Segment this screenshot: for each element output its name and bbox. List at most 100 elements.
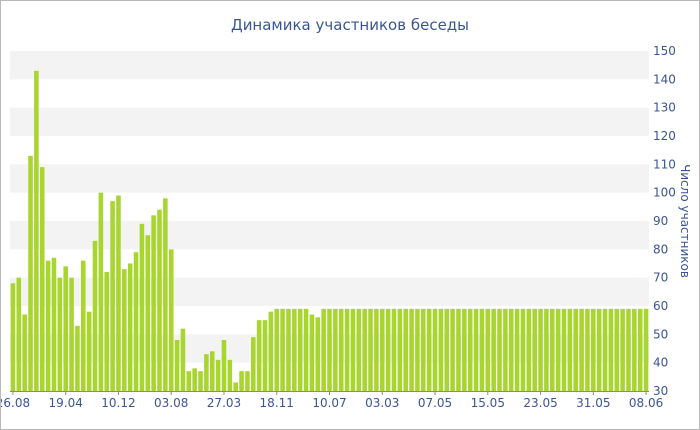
bar: [116, 195, 121, 391]
bar: [251, 337, 256, 391]
bar: [233, 382, 238, 391]
bar: [409, 308, 414, 391]
bar: [280, 308, 285, 391]
y-axis-label: Число участников: [678, 164, 692, 278]
x-tick-label: 03.03: [365, 396, 399, 410]
bar: [227, 359, 233, 391]
bar: [508, 308, 514, 391]
bar: [309, 314, 315, 391]
bar: [385, 308, 391, 391]
bar: [602, 308, 608, 391]
bar: [327, 308, 332, 391]
y-tick-label: 130: [653, 101, 676, 115]
y-tick-label: 50: [653, 327, 668, 341]
bar: [286, 308, 291, 391]
y-tick-label: 30: [653, 384, 668, 398]
x-tick-label: 26.08: [1, 396, 30, 410]
bar: [585, 308, 590, 391]
bar: [579, 308, 584, 391]
bar: [591, 308, 596, 391]
bar: [168, 249, 174, 391]
bar: [157, 209, 162, 391]
bar: [145, 235, 151, 391]
bar: [397, 308, 403, 391]
bar: [303, 308, 309, 391]
bar: [391, 308, 397, 391]
bar: [215, 359, 221, 391]
bar: [239, 371, 244, 391]
x-tick-label: 31.05: [576, 396, 610, 410]
grid-band: [10, 51, 649, 80]
bar: [473, 308, 479, 391]
y-tick-label: 120: [653, 129, 676, 143]
chart-title: Динамика участников беседы: [231, 16, 469, 34]
x-tick-label: 07.05: [418, 396, 452, 410]
bar: [643, 308, 649, 391]
bar: [379, 308, 385, 391]
x-tick-label: 03.08: [154, 396, 188, 410]
bar: [133, 252, 139, 391]
bar: [28, 155, 33, 391]
bar: [110, 201, 115, 391]
grid-band: [10, 164, 649, 193]
bar: [180, 328, 186, 391]
bar: [221, 340, 227, 391]
bar: [209, 351, 215, 391]
bar: [403, 308, 408, 391]
bar: [573, 308, 578, 391]
x-tick-label: 18.11: [260, 396, 294, 410]
bar: [456, 308, 461, 391]
bar: [596, 308, 602, 391]
bar: [92, 240, 98, 391]
bar: [526, 308, 532, 391]
bar: [350, 308, 356, 391]
bar: [567, 308, 573, 391]
bar-series: [10, 70, 649, 391]
bar: [63, 266, 68, 391]
grid-band: [10, 221, 649, 250]
bar: [268, 311, 274, 391]
bar: [80, 260, 86, 391]
bar: [637, 308, 643, 391]
bar: [520, 308, 526, 391]
bar: [514, 308, 520, 391]
x-tick-labels: 26.08 19.04 10.12 03.08 27.03 18.11 10.07 03.03…: [1, 391, 663, 410]
bar: [151, 215, 156, 391]
y-tick-label: 140: [653, 72, 676, 86]
bar: [75, 325, 80, 391]
bar: [186, 371, 192, 391]
bar: [450, 308, 455, 391]
bar: [620, 308, 625, 391]
bar: [174, 340, 180, 391]
bar: [438, 308, 444, 391]
bar: [532, 308, 537, 391]
bar: [192, 368, 197, 391]
bar: [104, 272, 110, 391]
bar: [122, 269, 127, 391]
bar: [98, 192, 104, 391]
bar: [338, 308, 344, 391]
bar: [51, 257, 57, 391]
bar: [485, 308, 491, 391]
bar: [426, 308, 432, 391]
bar: [16, 277, 22, 391]
bar: [297, 308, 303, 391]
bar: [549, 308, 555, 391]
bar: [503, 308, 508, 391]
bar: [497, 308, 502, 391]
y-tick-label: 60: [653, 299, 668, 313]
bar: [608, 308, 614, 391]
bar: [198, 371, 203, 391]
bar: [45, 260, 51, 391]
bar: [321, 308, 326, 391]
bar: [163, 198, 168, 391]
bar: [555, 308, 561, 391]
bar: [139, 223, 145, 391]
bar: [274, 308, 280, 391]
bar: [86, 311, 92, 391]
bar: [467, 308, 473, 391]
x-tick-label: 08.06: [629, 396, 663, 410]
bar: [462, 308, 467, 391]
grid-bands: [10, 51, 649, 363]
